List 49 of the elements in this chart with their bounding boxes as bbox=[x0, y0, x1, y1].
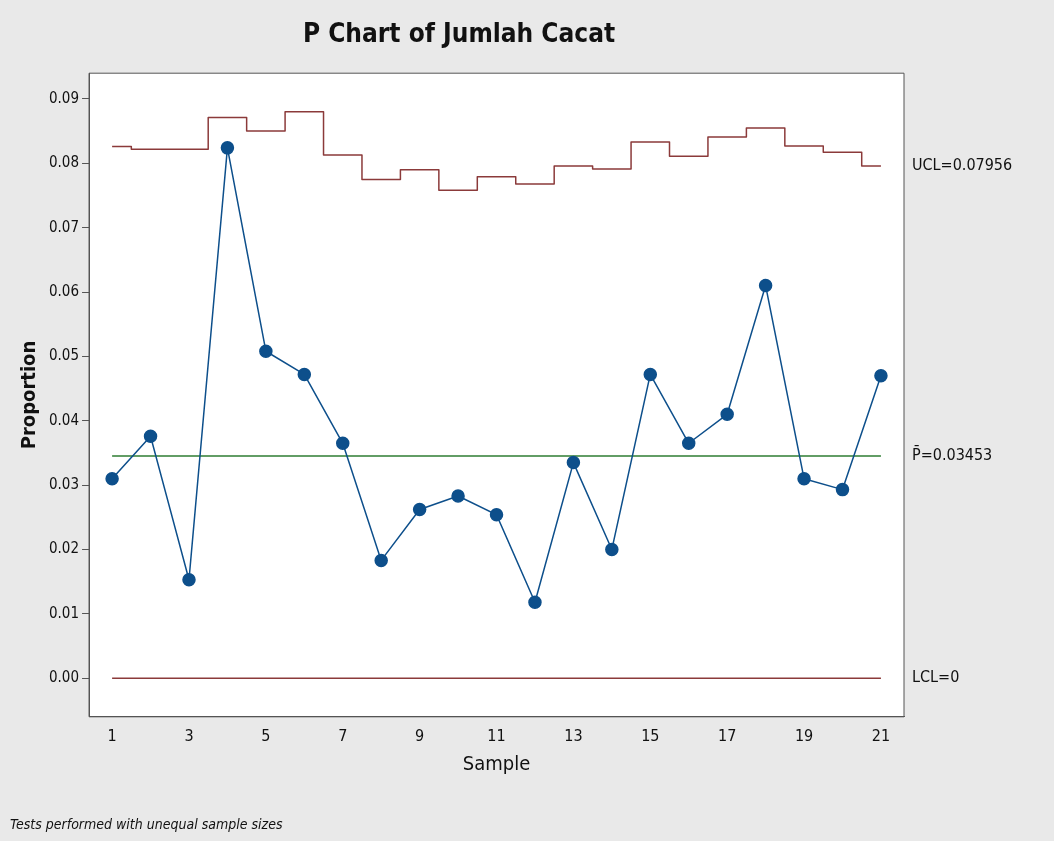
x-tick-label: 11 bbox=[487, 725, 506, 745]
point bbox=[105, 471, 119, 486]
y-tick-label: 0.02 bbox=[48, 539, 80, 558]
point bbox=[643, 367, 658, 382]
x-tick-label: 1 bbox=[107, 725, 117, 745]
x-tick-label: 9 bbox=[415, 725, 425, 745]
y-tick-label: 0.06 bbox=[48, 281, 80, 300]
point bbox=[874, 368, 888, 383]
x-tick-label: 13 bbox=[564, 725, 583, 745]
point bbox=[374, 553, 388, 568]
point bbox=[720, 407, 734, 422]
x-tick-label: 19 bbox=[794, 725, 814, 745]
point bbox=[412, 502, 427, 517]
x-axis-title: Sample bbox=[462, 751, 531, 776]
x-tick-label: 15 bbox=[641, 725, 660, 745]
point bbox=[528, 595, 542, 609]
y-tick-label: 0.03 bbox=[48, 474, 80, 493]
point bbox=[835, 482, 850, 497]
point bbox=[182, 572, 196, 587]
point bbox=[451, 489, 465, 503]
point bbox=[336, 436, 350, 451]
y-tick-label: 0.01 bbox=[48, 603, 80, 622]
series-label: UCL=0.07956 bbox=[912, 155, 1013, 175]
x-tick-label: 7 bbox=[338, 725, 348, 745]
point bbox=[681, 436, 696, 451]
x-tick-label: 21 bbox=[871, 725, 891, 745]
x-tick-label: 3 bbox=[184, 725, 194, 745]
x-tick-label: 17 bbox=[718, 725, 737, 745]
y-tick-label: 0.05 bbox=[48, 346, 80, 365]
text: Tests performed with unequal sample sizes bbox=[10, 816, 283, 832]
point bbox=[605, 542, 619, 557]
chart-title: P Chart of Jumlah Cacat bbox=[302, 18, 616, 49]
y-tick-label: 0.04 bbox=[48, 410, 80, 429]
y-axis-title: Proportion bbox=[16, 340, 41, 450]
point bbox=[220, 141, 235, 155]
y-tick-label: 0.08 bbox=[48, 153, 80, 172]
x-tick-label: 5 bbox=[261, 725, 271, 745]
point bbox=[143, 429, 158, 443]
point bbox=[758, 278, 773, 293]
ref-line-label: P̄=0.03453 bbox=[912, 445, 993, 465]
point bbox=[566, 455, 581, 470]
point bbox=[259, 344, 273, 358]
ref-line-label: LCL=0 bbox=[912, 667, 960, 687]
point bbox=[297, 367, 312, 382]
point bbox=[797, 471, 811, 486]
y-tick-label: 0.07 bbox=[48, 217, 80, 236]
point bbox=[489, 507, 504, 522]
y-tick-label: 0.09 bbox=[48, 88, 80, 107]
y-tick-label: 0.00 bbox=[48, 668, 80, 687]
